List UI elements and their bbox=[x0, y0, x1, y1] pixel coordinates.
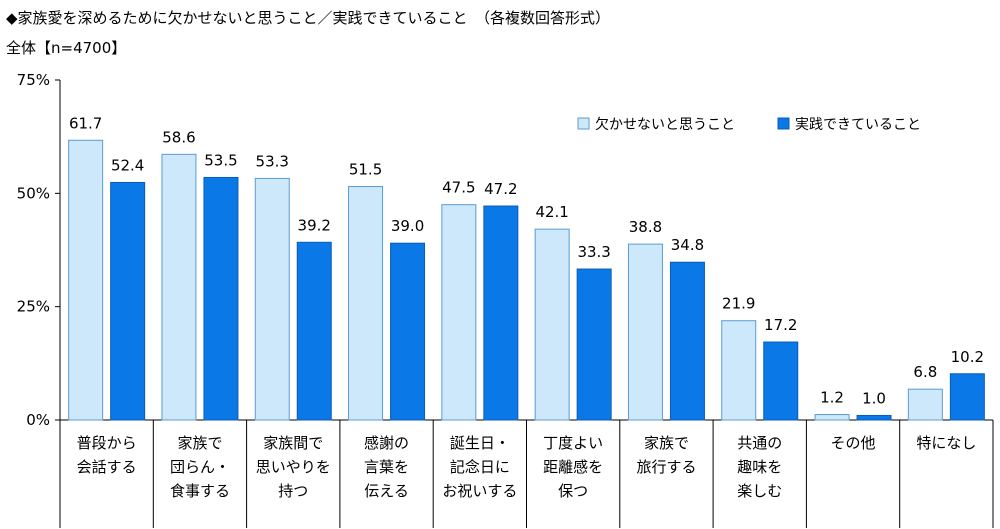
legend-swatch bbox=[777, 117, 790, 130]
category-label: 旅行する bbox=[636, 458, 696, 476]
category-label: 感謝の bbox=[364, 434, 409, 452]
value-label: 47.2 bbox=[484, 180, 517, 198]
bars bbox=[68, 139, 985, 421]
bar-essential bbox=[534, 228, 570, 421]
value-label: 39.0 bbox=[391, 217, 424, 235]
bar-practiced bbox=[296, 241, 332, 421]
category-label: 楽しむ bbox=[737, 482, 782, 500]
value-label: 58.6 bbox=[162, 128, 195, 146]
value-label: 10.2 bbox=[951, 348, 984, 366]
category-label: 言葉を bbox=[364, 458, 409, 476]
bar-practiced bbox=[576, 268, 612, 421]
bar-practiced bbox=[669, 261, 705, 421]
value-label: 33.3 bbox=[577, 243, 610, 261]
value-label: 51.5 bbox=[349, 161, 382, 179]
category-label: お祝いする bbox=[442, 482, 517, 500]
bar-essential bbox=[254, 177, 290, 421]
value-labels: 61.7 52.4 58.6 53.5 53.3 39.2 51.5 39.0 47.5 47.2… bbox=[69, 114, 984, 407]
category-label: 家族で bbox=[177, 434, 222, 452]
chart-subtitle: 全体【n=4700】 bbox=[6, 39, 127, 57]
category-label: その他 bbox=[831, 434, 876, 452]
value-label: 1.2 bbox=[820, 389, 844, 407]
category-label: 食事する bbox=[170, 482, 230, 500]
legend-label: 欠かせないと思うこと bbox=[595, 117, 735, 133]
value-label: 1.0 bbox=[862, 389, 886, 407]
category-label: 伝える bbox=[364, 482, 409, 500]
bar-essential bbox=[907, 388, 943, 421]
value-label: 47.5 bbox=[442, 179, 475, 197]
value-label: 53.3 bbox=[256, 152, 289, 170]
legend-swatch bbox=[577, 117, 590, 130]
category-label: 誕生日・ bbox=[450, 434, 510, 452]
bar-essential bbox=[348, 186, 384, 421]
category-label: 持つ bbox=[278, 482, 308, 500]
category-label: 普段から bbox=[77, 434, 137, 452]
bar-practiced bbox=[949, 373, 985, 421]
bar-essential bbox=[627, 243, 663, 421]
chart-title: ◆家族愛を深めるために欠かせないと思うこと／実践できていること （各複数回答形式… bbox=[6, 9, 611, 27]
value-label: 52.4 bbox=[111, 156, 144, 174]
y-tick-label: 50% bbox=[17, 184, 50, 202]
y-tick-label: 0% bbox=[26, 411, 50, 429]
y-tick-label: 75% bbox=[17, 71, 50, 89]
value-label: 34.8 bbox=[671, 236, 704, 254]
bar-practiced bbox=[483, 205, 519, 421]
category-label: 家族間で bbox=[263, 434, 323, 452]
category-label: 距離感を bbox=[543, 458, 603, 476]
value-label: 61.7 bbox=[69, 114, 102, 132]
category-label: 保つ bbox=[558, 482, 588, 500]
legend: 欠かせないと思うこと 実践できていること bbox=[577, 117, 921, 133]
bar-practiced bbox=[763, 341, 799, 421]
category-label: 団らん・ bbox=[170, 458, 230, 476]
bar-practiced bbox=[856, 414, 892, 421]
y-tick-label: 25% bbox=[17, 298, 50, 316]
category-label: 特になし bbox=[916, 434, 976, 452]
bar-practiced bbox=[390, 242, 426, 421]
bar-practiced bbox=[110, 181, 146, 421]
category-label: 趣味を bbox=[737, 458, 782, 476]
value-label: 17.2 bbox=[764, 316, 797, 334]
bar-essential bbox=[441, 204, 477, 421]
value-label: 53.5 bbox=[204, 151, 237, 169]
bar-practiced bbox=[203, 176, 239, 421]
category-label: 丁度よい bbox=[543, 434, 603, 452]
value-label: 21.9 bbox=[722, 295, 755, 313]
category-label: 共通の bbox=[737, 434, 782, 452]
value-label: 6.8 bbox=[913, 363, 937, 381]
bar-essential bbox=[161, 153, 197, 421]
bar-essential bbox=[814, 414, 850, 421]
category-label: 記念日に bbox=[450, 458, 510, 476]
value-label: 42.1 bbox=[535, 203, 568, 221]
value-label: 39.2 bbox=[298, 216, 331, 234]
bar-essential bbox=[68, 139, 104, 421]
category-label: 会話する bbox=[77, 458, 137, 476]
category-label: 家族で bbox=[644, 434, 689, 452]
value-label: 38.8 bbox=[629, 218, 662, 236]
legend-label: 実践できていること bbox=[795, 117, 921, 133]
category-label: 思いやりを bbox=[256, 458, 331, 476]
bar-essential bbox=[721, 320, 757, 421]
